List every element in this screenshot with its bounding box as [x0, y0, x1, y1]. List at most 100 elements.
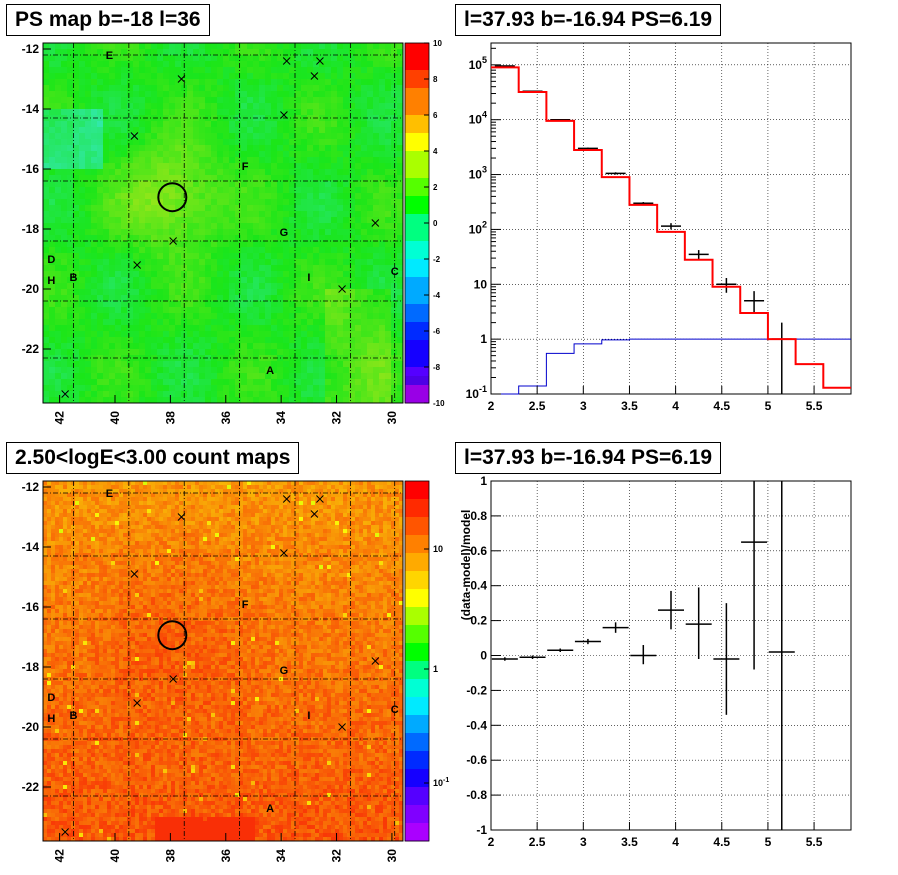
map-pixel	[379, 367, 386, 374]
map-pixel	[325, 115, 332, 122]
map-pixel	[91, 533, 96, 538]
map-pixel	[301, 43, 308, 50]
map-pixel	[79, 259, 86, 266]
map-pixel	[277, 199, 284, 206]
map-pixel	[163, 163, 170, 170]
map-pixel	[59, 509, 64, 514]
map-pixel	[331, 229, 338, 236]
map-pixel	[343, 331, 350, 338]
map-pixel	[49, 169, 56, 176]
map-pixel	[277, 313, 284, 320]
map-pixel	[145, 103, 152, 110]
map-pixel	[73, 247, 80, 254]
map-pixel	[283, 361, 290, 368]
map-pixel	[71, 537, 76, 542]
map-pixel	[355, 169, 362, 176]
map-pixel	[127, 313, 134, 320]
map-pixel	[235, 289, 242, 296]
map-pixel	[337, 175, 344, 182]
map-pixel	[187, 175, 194, 182]
map-pixel	[95, 505, 100, 510]
map-pixel	[63, 701, 68, 706]
map-pixel	[71, 645, 76, 650]
map-pixel	[67, 187, 74, 194]
map-pixel	[121, 217, 128, 224]
map-pixel	[331, 325, 338, 332]
map-pixel	[133, 139, 140, 146]
map-pixel	[247, 223, 254, 230]
map-pixel	[391, 385, 398, 392]
map-pixel	[59, 601, 64, 606]
map-pixel	[349, 265, 356, 272]
map-pixel	[133, 247, 140, 254]
map-pixel	[157, 259, 164, 266]
map-pixel	[259, 187, 266, 194]
map-pixel	[43, 199, 50, 206]
map-pixel	[59, 769, 64, 774]
map-pixel	[379, 301, 386, 308]
map-pixel	[367, 229, 374, 236]
map-pixel	[79, 597, 84, 602]
map-pixel	[163, 109, 170, 116]
map-pixel	[109, 205, 116, 212]
map-pixel	[83, 665, 88, 670]
map-pixel	[289, 247, 296, 254]
map-pixel	[265, 217, 272, 224]
map-pixel	[397, 319, 404, 326]
map-pixel	[169, 55, 176, 62]
map-pixel	[247, 265, 254, 272]
map-pixel	[325, 55, 332, 62]
map-pixel	[235, 319, 242, 326]
map-pixel	[271, 253, 278, 260]
map-pixel	[49, 223, 56, 230]
map-pixel	[193, 205, 200, 212]
map-pixel	[75, 729, 80, 734]
map-pixel	[91, 373, 98, 380]
map-pixel	[217, 133, 224, 140]
map-pixel	[349, 55, 356, 62]
map-pixel	[253, 43, 260, 50]
map-pixel	[367, 85, 374, 92]
map-pixel	[307, 43, 314, 50]
map-pixel	[235, 91, 242, 98]
map-pixel	[73, 253, 80, 260]
map-pixel	[103, 379, 110, 386]
map-pixel	[75, 621, 80, 626]
map-pixel	[211, 205, 218, 212]
colorbar-cell	[405, 205, 429, 215]
map-pixel	[71, 665, 76, 670]
map-pixel	[259, 151, 266, 158]
map-pixel	[49, 349, 56, 356]
map-pixel	[361, 343, 368, 350]
map-pixel	[67, 777, 72, 782]
map-pixel	[47, 825, 52, 830]
map-pixel	[59, 553, 64, 558]
map-pixel	[325, 169, 332, 176]
map-pixel	[139, 187, 146, 194]
colorbar-tick-label: 10	[433, 39, 442, 48]
map-pixel	[301, 217, 308, 224]
map-pixel	[253, 277, 260, 284]
map-pixel	[271, 343, 278, 350]
map-pixel	[391, 121, 398, 128]
map-pixel	[169, 367, 176, 374]
map-pixel	[67, 801, 72, 806]
colorbar-cell	[405, 340, 429, 350]
map-pixel	[367, 283, 374, 290]
map-pixel	[235, 283, 242, 290]
map-pixel	[205, 151, 212, 158]
map-pixel	[367, 205, 374, 212]
map-pixel	[175, 85, 182, 92]
map-pixel	[71, 525, 76, 530]
map-pixel	[61, 307, 68, 314]
map-pixel	[229, 109, 236, 116]
map-pixel	[91, 637, 96, 642]
map-pixel	[343, 151, 350, 158]
map-pixel	[67, 689, 72, 694]
map-pixel	[391, 169, 398, 176]
map-pixel	[43, 801, 48, 806]
map-pixel	[157, 145, 164, 152]
map-pixel	[265, 97, 272, 104]
map-pixel	[91, 139, 98, 146]
map-pixel	[199, 49, 206, 56]
